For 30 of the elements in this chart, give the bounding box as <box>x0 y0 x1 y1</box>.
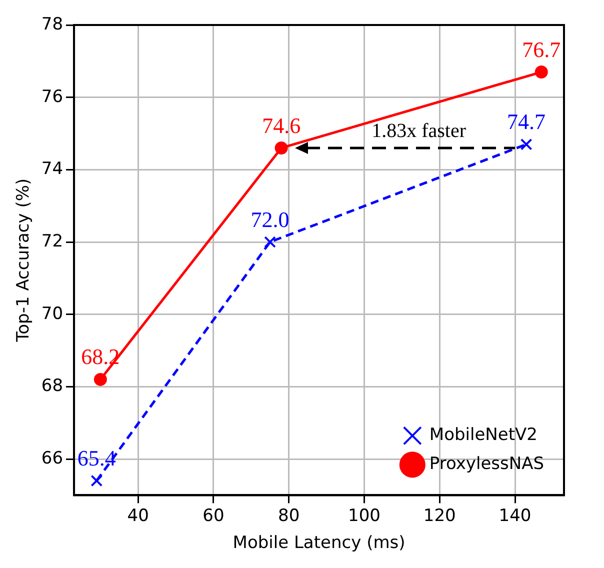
x-axis-title: Mobile Latency (ms) <box>232 533 406 554</box>
data-label: 76.7 <box>522 36 561 62</box>
y-tick-label: 66 <box>41 448 64 468</box>
y-tick-label: 68 <box>41 376 64 396</box>
y-tick-label: 72 <box>41 231 64 252</box>
point <box>90 474 103 487</box>
x-tick-label: 80 <box>278 506 300 526</box>
y-axis-title: Top-1 Accuracy (%) <box>14 178 34 343</box>
point <box>274 141 288 154</box>
data-label: 74.7 <box>507 109 546 134</box>
y-tick-label: 74 <box>41 159 64 180</box>
legend-label: ProxylessNAS <box>429 454 544 474</box>
y-tick-label: 78 <box>41 14 64 34</box>
y-tick-label: 76 <box>41 86 64 107</box>
x-tick-label: 60 <box>202 506 224 526</box>
annotation: 1.83x faster <box>372 120 466 142</box>
point <box>264 236 276 248</box>
point <box>534 66 548 79</box>
data-label: 65.4 <box>77 446 116 471</box>
data-label: 74.6 <box>262 112 301 138</box>
x-tick-label: 40 <box>127 506 149 526</box>
x-tick-label: 120 <box>423 506 456 526</box>
y-tick-label: 70 <box>41 304 64 324</box>
point <box>520 138 532 150</box>
x-tick-label: 100 <box>348 506 380 526</box>
point <box>94 372 107 386</box>
legend-label: MobileNetV2 <box>429 425 538 446</box>
data-label: 68.2 <box>81 344 120 370</box>
data-label: 72.0 <box>250 206 290 232</box>
x-tick-label: 140 <box>498 506 532 526</box>
